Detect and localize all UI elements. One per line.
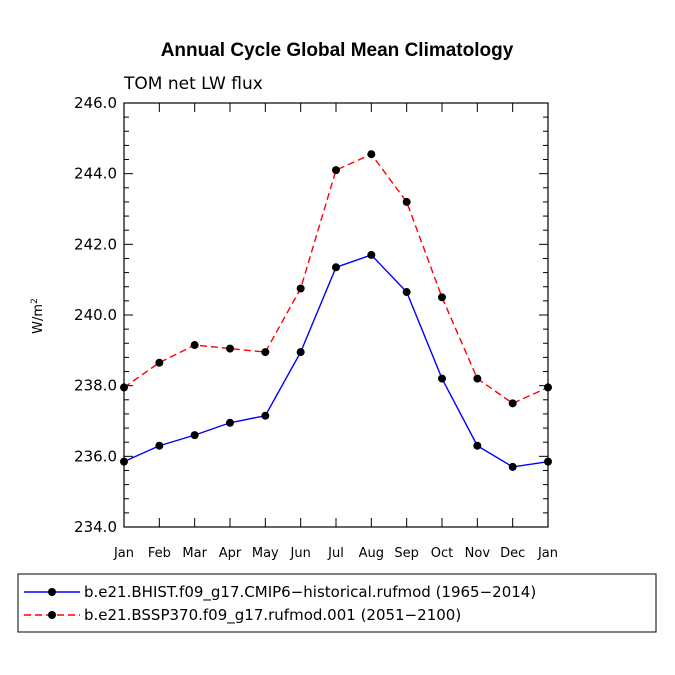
series-2-point [332, 166, 340, 175]
series-2-point [438, 293, 446, 302]
series-1-point [120, 457, 128, 466]
series-1-point [402, 288, 411, 297]
x-tick-label: Jul [327, 546, 344, 561]
chart-title: Annual Cycle Global Mean Climatology [161, 40, 514, 61]
series-1-point [332, 263, 340, 272]
series-line-2 [123, 153, 549, 405]
series-1-point [226, 418, 234, 427]
series-2-point [402, 197, 411, 206]
x-tick-labels: Jan Feb Mar Apr May Jun Jul Aug Sep Oct Nov Dec Jan [113, 546, 558, 561]
x-tick-label: Oct [431, 546, 453, 561]
x-tick-label: Aug [359, 546, 384, 561]
svg-text:W/m2: W/m2 [30, 298, 46, 334]
series-1-point [155, 441, 164, 450]
series-2-point [508, 399, 517, 408]
series-2-point [226, 344, 234, 353]
series-points [120, 150, 552, 471]
y-tick-label: 238.0 [74, 377, 117, 395]
series-1-point [438, 374, 446, 383]
series-1-point [190, 431, 199, 440]
legend: b.e21.BHIST.f09_g17.CMIP6−historical.ruf… [17, 573, 657, 633]
x-tick-label: Sep [394, 546, 419, 561]
series-2-point [190, 341, 199, 350]
legend-frame [17, 573, 657, 633]
x-tick-label: Dec [500, 546, 525, 561]
y-tick-label: 234.0 [74, 518, 117, 536]
y-tick-label: 244.0 [74, 165, 117, 183]
series-1-point [473, 441, 482, 450]
x-tick-label: Jun [290, 546, 311, 561]
y-tick-label: 246.0 [74, 94, 117, 112]
legend-label-2: b.e21.BSSP370.f09_g17.rufmod.001 (2051−2… [84, 606, 461, 625]
x-tick-label: Jan [537, 546, 558, 561]
series-1-point [296, 348, 305, 357]
series-1-point [367, 250, 376, 259]
axis-ticks [123, 102, 549, 528]
legend-marker-2 [48, 611, 56, 619]
x-tick-label: Feb [148, 546, 171, 561]
series-1-point [261, 411, 270, 420]
legend-label-1: b.e21.BHIST.f09_g17.CMIP6−historical.ruf… [84, 583, 536, 602]
y-axis-label: W/m2 [30, 298, 46, 334]
x-tick-label: Jan [113, 546, 134, 561]
series-2-point [120, 383, 128, 392]
x-tick-label: May [252, 546, 279, 561]
series-2-point [367, 150, 376, 159]
series-2-point [296, 284, 305, 293]
series-line-1 [123, 254, 549, 468]
series-1-point [508, 462, 517, 471]
x-tick-label: Nov [465, 546, 491, 561]
series-2-point [155, 358, 164, 367]
series-lines [123, 153, 549, 468]
y-tick-label: 240.0 [74, 306, 117, 324]
y-axis-label-superscript: 2 [30, 298, 40, 304]
y-axis-label-base: W/m [31, 304, 46, 334]
x-tick-label: Mar [182, 546, 207, 561]
y-tick-label: 236.0 [74, 447, 117, 465]
series-2-point [261, 348, 270, 357]
y-tick-labels: 234.0 236.0 238.0 240.0 242.0 244.0 246.0 [74, 94, 117, 536]
x-tick-label: Apr [219, 546, 242, 561]
y-tick-label: 242.0 [74, 235, 117, 253]
series-2-point [473, 374, 482, 383]
series-1-point [544, 457, 552, 466]
series-2-point [544, 383, 552, 392]
chart-subtitle: TOM net LW flux [123, 74, 263, 94]
legend-marker-1 [48, 588, 56, 596]
